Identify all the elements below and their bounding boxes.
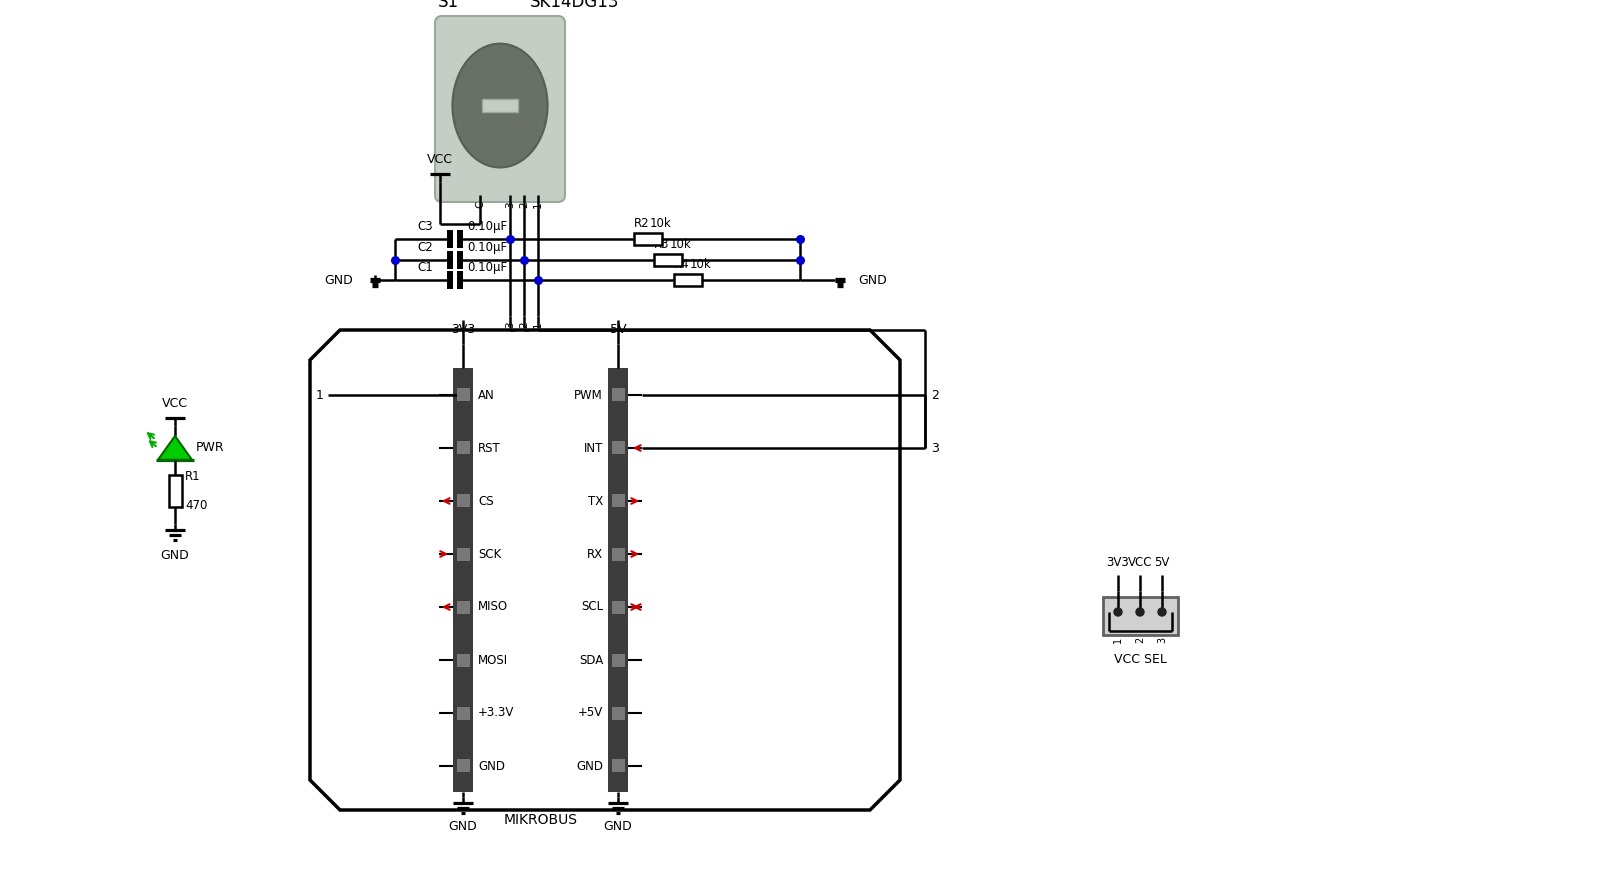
Bar	[608, 368, 628, 793]
Text: PWM: PWM	[574, 388, 603, 402]
Text: 2: 2	[520, 201, 529, 207]
Text: 0.10μF: 0.10μF	[467, 241, 507, 254]
Text: SCL: SCL	[580, 600, 603, 613]
Bar	[611, 442, 625, 455]
Text: 3V3: 3V3	[451, 322, 475, 335]
Text: GND: GND	[449, 820, 478, 834]
Text: 1: 1	[317, 388, 325, 402]
Text: 1: 1	[1113, 637, 1122, 643]
Circle shape	[1135, 608, 1143, 616]
Text: R3: R3	[654, 238, 670, 251]
Text: GND: GND	[160, 549, 189, 562]
Circle shape	[1158, 608, 1166, 616]
Text: VCC: VCC	[427, 153, 453, 166]
Text: RX: RX	[587, 548, 603, 561]
Bar	[611, 760, 625, 773]
Circle shape	[1115, 608, 1122, 616]
Text: TX: TX	[588, 495, 603, 508]
Bar	[611, 653, 625, 666]
Bar	[481, 99, 518, 112]
Text: MIKROBUS: MIKROBUS	[504, 813, 577, 827]
Bar	[456, 442, 470, 455]
Text: 2: 2	[1135, 637, 1145, 644]
Text: 3: 3	[931, 442, 939, 455]
Text: SCK: SCK	[478, 548, 500, 561]
Text: C1: C1	[417, 261, 433, 274]
Text: 5V: 5V	[609, 322, 627, 335]
Text: 5V: 5V	[1154, 556, 1170, 569]
Text: 1: 1	[532, 201, 544, 207]
Bar	[456, 600, 470, 613]
Text: 10k: 10k	[651, 217, 672, 230]
Text: R1: R1	[185, 469, 200, 483]
Text: SDA: SDA	[579, 653, 603, 666]
Text: C2: C2	[417, 241, 433, 254]
Text: VCC: VCC	[1127, 556, 1153, 569]
Bar	[456, 495, 470, 508]
Bar	[611, 600, 625, 613]
Text: R4: R4	[675, 258, 689, 271]
Text: R2: R2	[633, 217, 649, 230]
Bar	[611, 495, 625, 508]
Text: +5V: +5V	[577, 706, 603, 719]
Text: 470: 470	[185, 499, 208, 512]
Text: 3: 3	[505, 201, 515, 207]
Text: GND: GND	[325, 273, 353, 287]
Text: CS: CS	[478, 495, 494, 508]
FancyBboxPatch shape	[435, 16, 564, 202]
Text: C: C	[475, 201, 484, 208]
Text: 3V3: 3V3	[1107, 556, 1129, 569]
Bar	[611, 388, 625, 402]
Text: GND: GND	[859, 273, 887, 287]
Text: 0.10μF: 0.10μF	[467, 220, 507, 233]
Text: +3.3V: +3.3V	[478, 706, 515, 719]
Bar	[168, 475, 182, 507]
Bar	[456, 706, 470, 719]
Text: C3: C3	[417, 220, 433, 233]
Text: GND: GND	[576, 760, 603, 773]
Text: RST: RST	[478, 442, 500, 455]
Text: MISO: MISO	[478, 600, 508, 613]
Text: 3: 3	[505, 321, 515, 327]
Bar	[654, 254, 683, 266]
Bar	[611, 706, 625, 719]
Text: GND: GND	[478, 760, 505, 773]
Bar	[1102, 597, 1177, 635]
Bar	[456, 760, 470, 773]
Text: GND: GND	[604, 820, 632, 834]
Text: AN: AN	[478, 388, 494, 402]
Text: MOSI: MOSI	[478, 653, 508, 666]
Text: 3: 3	[1158, 637, 1167, 643]
Bar	[453, 368, 473, 793]
Bar	[611, 548, 625, 561]
Bar	[633, 233, 662, 245]
Text: INT: INT	[584, 442, 603, 455]
Text: VCC SEL: VCC SEL	[1113, 653, 1166, 666]
Text: 10k: 10k	[670, 238, 692, 251]
Bar	[456, 653, 470, 666]
Text: 10k: 10k	[691, 258, 712, 271]
Bar	[456, 548, 470, 561]
Text: 2: 2	[931, 388, 939, 402]
Text: SK14DG13: SK14DG13	[529, 0, 619, 11]
Bar	[675, 274, 702, 286]
Text: 2: 2	[520, 321, 529, 327]
Text: VCC: VCC	[161, 397, 189, 410]
Polygon shape	[158, 436, 192, 460]
Text: S1: S1	[438, 0, 459, 11]
Bar	[456, 388, 470, 402]
Text: 1: 1	[532, 321, 544, 327]
Ellipse shape	[453, 44, 547, 167]
Text: PWR: PWR	[197, 442, 224, 455]
Text: 0.10μF: 0.10μF	[467, 261, 507, 274]
